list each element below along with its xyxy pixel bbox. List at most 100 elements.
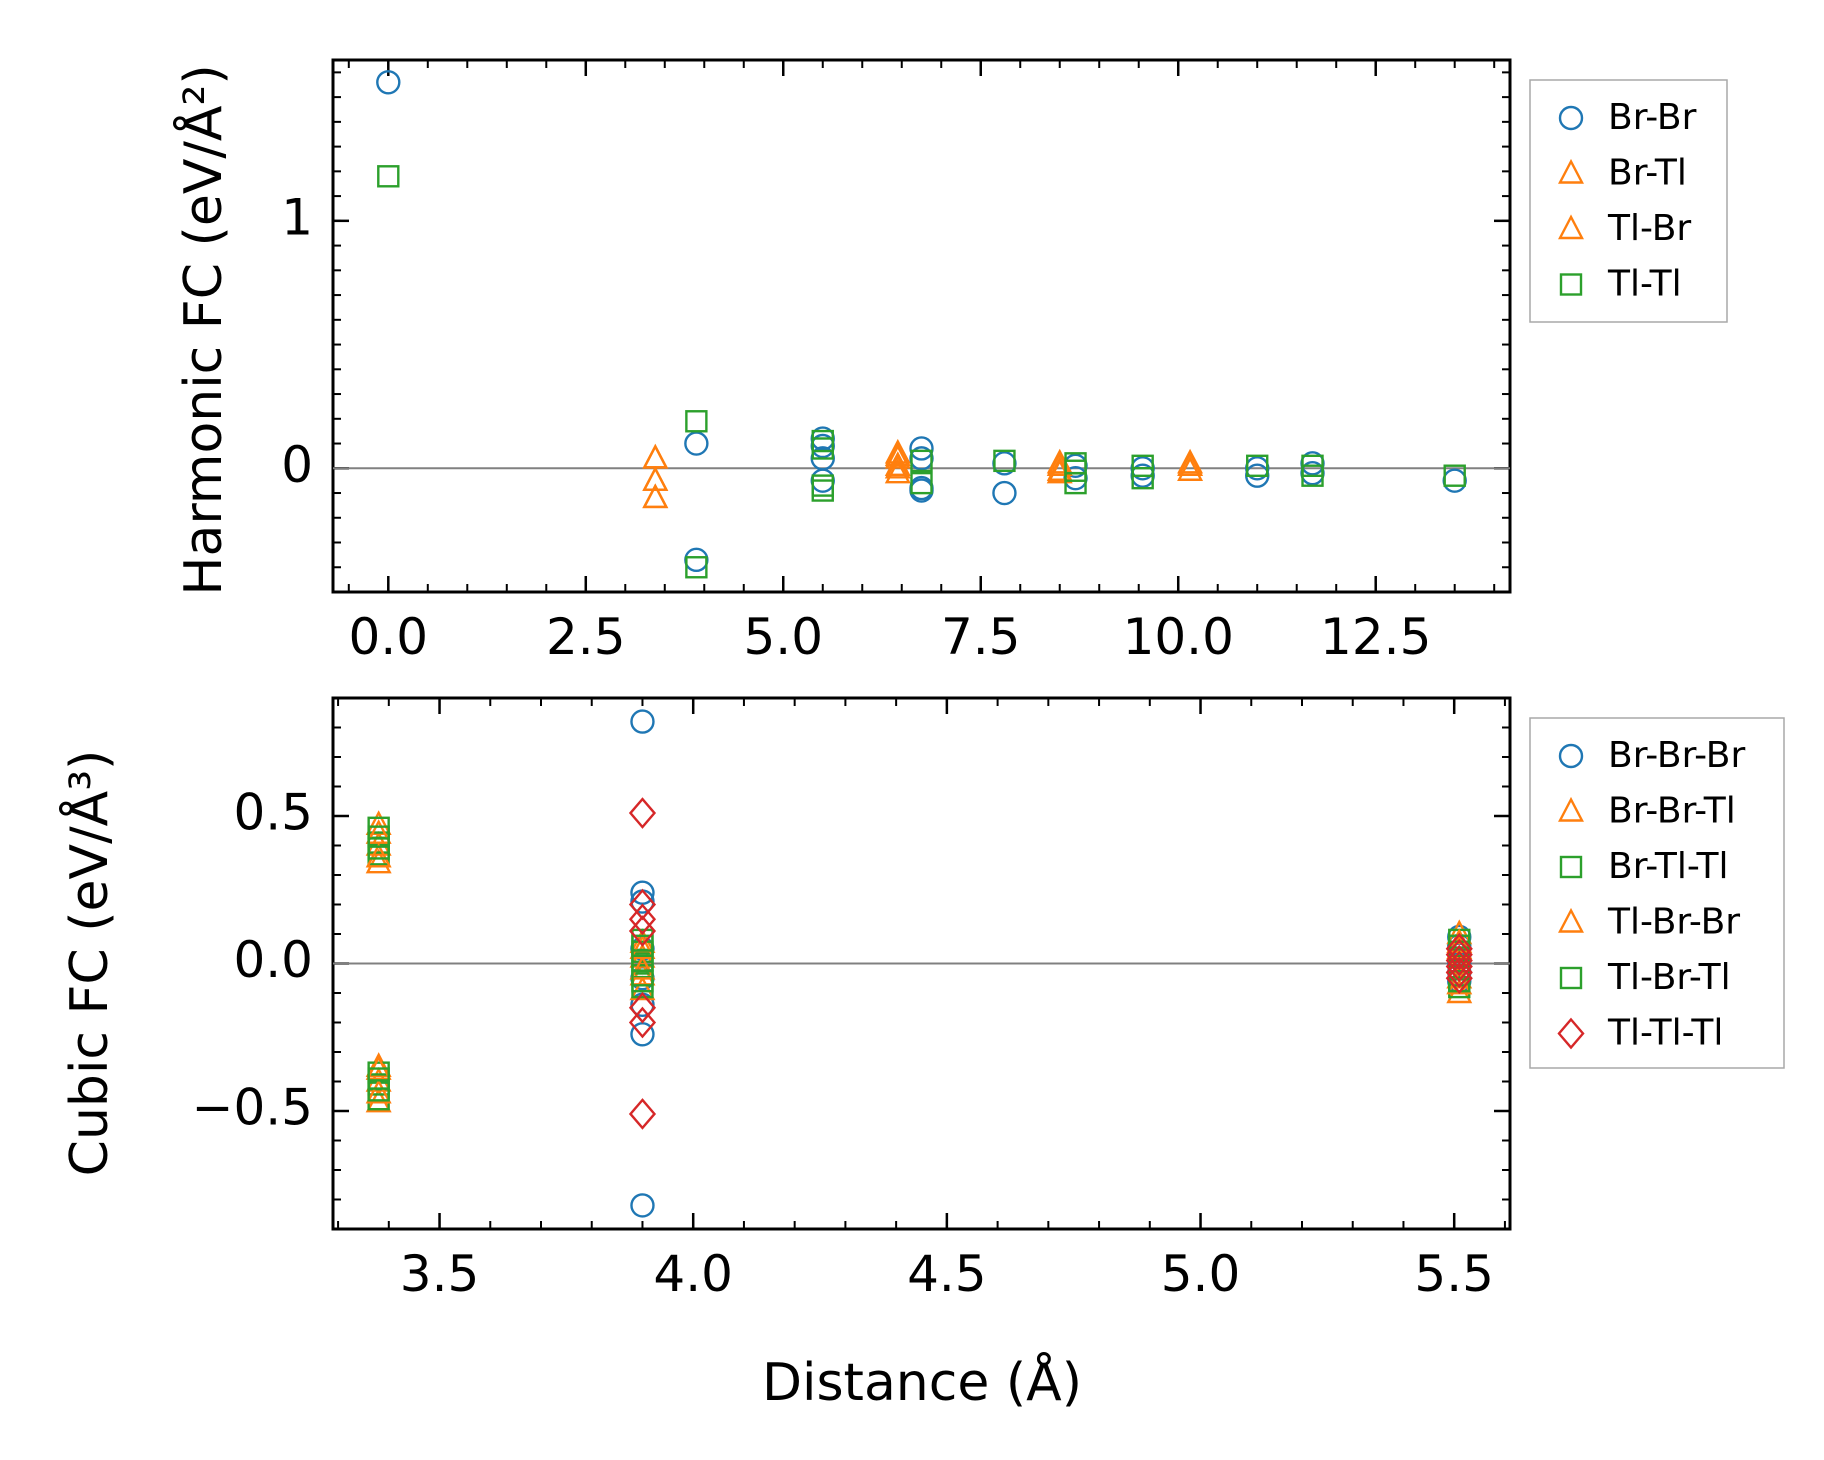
data-point bbox=[367, 837, 390, 860]
legend-label: Br-Tl-Tl bbox=[1608, 846, 1729, 887]
x-tick-label: 12.5 bbox=[1320, 608, 1431, 666]
y-tick-label: 1 bbox=[281, 188, 313, 246]
series-tl-br-br bbox=[365, 819, 1473, 1104]
data-point bbox=[628, 903, 657, 936]
data-point bbox=[630, 1193, 655, 1218]
x-tick-label: 5.5 bbox=[1414, 1245, 1494, 1303]
y-tick-label: 0 bbox=[281, 436, 313, 494]
data-point bbox=[910, 449, 933, 473]
data-point bbox=[629, 954, 656, 980]
data-point bbox=[376, 70, 401, 95]
data-point bbox=[642, 466, 669, 491]
legend-marker bbox=[1559, 855, 1583, 879]
data-point bbox=[1064, 459, 1087, 482]
data-point bbox=[1445, 944, 1473, 977]
top-ticks: 0.0 2.5 5.0 7.5 10.0 12.5 0 1 bbox=[281, 60, 1510, 666]
data-point bbox=[993, 449, 1016, 473]
data-point bbox=[365, 1052, 392, 1077]
bottom-data-points bbox=[365, 709, 1473, 1218]
data-point bbox=[992, 480, 1017, 506]
bottom-legend: Br-Br-Br Br-Br-Tl Br-Tl-Tl Tl-Br-Br Tl-Br-Tl… bbox=[1529, 717, 1785, 1069]
x-tick-label: 10.0 bbox=[1123, 608, 1234, 666]
data-point bbox=[1446, 919, 1473, 945]
y-tick-label: 0.0 bbox=[233, 931, 313, 989]
data-point bbox=[684, 431, 709, 456]
top-plot-frame bbox=[331, 58, 1512, 594]
bottom-ticks: 3.5 4.0 4.5 5.0 5.5 −0.5 0.0 0.5 bbox=[192, 697, 1510, 1303]
data-point bbox=[642, 443, 669, 469]
x-tick-label: 0.0 bbox=[349, 608, 429, 666]
data-point bbox=[642, 443, 669, 469]
data-point bbox=[377, 165, 400, 188]
data-point bbox=[1445, 962, 1473, 995]
legend-label: Tl-Tl-Tl bbox=[1607, 1013, 1723, 1054]
data-point bbox=[884, 441, 911, 467]
legend-label: Br-Tl bbox=[1608, 153, 1687, 194]
x-tick-label: 5.0 bbox=[1161, 1245, 1241, 1303]
data-point bbox=[1246, 454, 1269, 478]
data-point bbox=[628, 797, 657, 829]
data-point bbox=[367, 1079, 390, 1102]
legend-marker bbox=[1559, 966, 1583, 990]
data-point bbox=[628, 1098, 657, 1130]
top-y-axis-label: Harmonic FC (eV/Å²) bbox=[172, 64, 234, 595]
data-point bbox=[367, 1067, 390, 1090]
x-tick-label: 7.5 bbox=[941, 608, 1021, 666]
legend-marker bbox=[1558, 796, 1584, 822]
data-point bbox=[365, 1078, 392, 1104]
x-tick-label: 4.5 bbox=[907, 1245, 987, 1303]
legend-marker bbox=[1559, 273, 1583, 296]
x-tick-label: 2.5 bbox=[546, 608, 626, 666]
legend-marker bbox=[1558, 907, 1584, 933]
data-point bbox=[628, 991, 657, 1024]
y-tick-label: −0.5 bbox=[192, 1079, 313, 1137]
x-tick-label: 4.0 bbox=[653, 1245, 733, 1303]
data-point bbox=[367, 825, 390, 848]
legend-label: Br-Br bbox=[1608, 97, 1697, 138]
data-point bbox=[884, 451, 911, 477]
data-point bbox=[1177, 451, 1204, 477]
data-point bbox=[365, 848, 392, 874]
data-point bbox=[1177, 456, 1204, 481]
data-point bbox=[1131, 466, 1154, 490]
data-point bbox=[684, 547, 709, 573]
data-point bbox=[1445, 956, 1473, 989]
legend-label: Tl-Br-Tl bbox=[1607, 957, 1731, 998]
legend-label: Br-Br-Br bbox=[1608, 735, 1746, 776]
series-tl-tl-tl bbox=[628, 797, 1473, 1130]
legend-frame bbox=[1529, 717, 1785, 1069]
series-tl-br bbox=[642, 441, 1204, 509]
data-point bbox=[1445, 950, 1473, 983]
legend-label: Br-Br-Tl bbox=[1608, 791, 1736, 832]
data-point bbox=[685, 556, 708, 579]
legend-label: Tl-Br bbox=[1607, 208, 1691, 249]
data-point bbox=[631, 970, 654, 993]
series-tl-tl bbox=[377, 165, 1466, 579]
legend-marker bbox=[1558, 105, 1584, 131]
legend-label: Tl-Tl bbox=[1607, 264, 1682, 305]
harmonic-fc-panel: 0.0 2.5 5.0 7.5 10.0 12.5 0 1 Harmonic FC (eV/Å… bbox=[172, 58, 1728, 666]
series-br-br bbox=[376, 70, 1467, 573]
data-point bbox=[1442, 468, 1467, 493]
data-point bbox=[811, 479, 834, 502]
legend-marker bbox=[1558, 743, 1584, 769]
data-point bbox=[628, 915, 657, 947]
x-tick-label: 5.0 bbox=[743, 608, 823, 666]
x-tick-label: 3.5 bbox=[400, 1245, 480, 1303]
legend-frame bbox=[1529, 79, 1728, 323]
data-point bbox=[1301, 464, 1324, 487]
legend-marker bbox=[1558, 214, 1584, 240]
data-point bbox=[1131, 454, 1154, 478]
series-br-br-tl bbox=[365, 810, 1473, 1113]
legend-marker bbox=[1558, 158, 1584, 184]
data-point bbox=[811, 437, 834, 460]
cubic-fc-panel: 3.5 4.0 4.5 5.0 5.5 −0.5 0.0 0.5 Cubic FC (eV/Å… bbox=[58, 696, 1785, 1413]
data-point bbox=[685, 410, 708, 433]
data-point bbox=[628, 1006, 657, 1039]
bottom-y-axis-label: Cubic FC (eV/Å³) bbox=[58, 750, 120, 1177]
data-point bbox=[1064, 471, 1087, 495]
data-point bbox=[631, 934, 654, 957]
data-point bbox=[365, 842, 392, 868]
data-point bbox=[1443, 464, 1466, 487]
